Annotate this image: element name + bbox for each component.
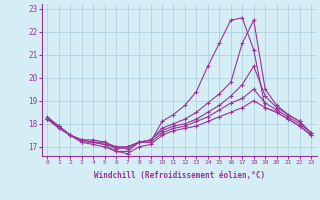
X-axis label: Windchill (Refroidissement éolien,°C): Windchill (Refroidissement éolien,°C) — [94, 171, 265, 180]
